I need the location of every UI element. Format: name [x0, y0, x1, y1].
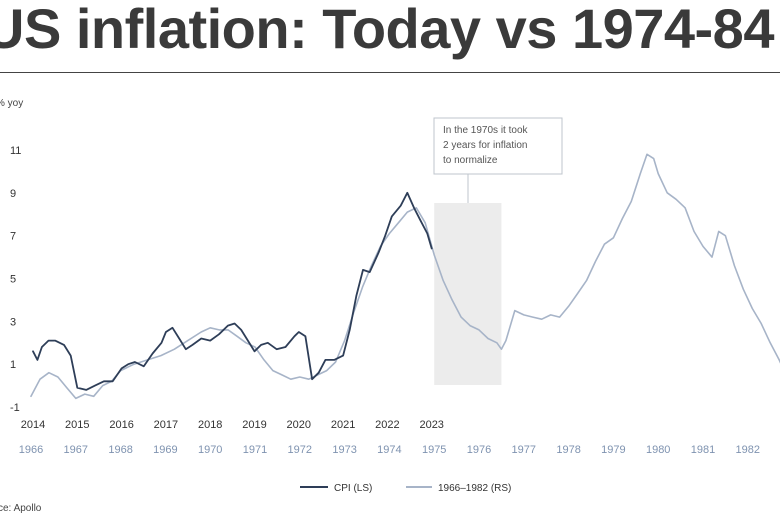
x-tick-label-bottom: 1972: [288, 444, 312, 456]
x-tick-label-bottom: 1971: [243, 444, 267, 456]
legend-label-cpi: CPI (LS): [334, 483, 372, 494]
x-axis-top: 2014 2015 2016 2017 2018 2019 2020 2021 2022 2023: [21, 419, 444, 431]
x-tick-label-top: 2022: [375, 419, 399, 431]
x-tick-label-bottom: 1970: [198, 444, 222, 456]
x-tick-label-bottom: 1978: [556, 444, 580, 456]
x-tick-label-top: 2018: [198, 419, 222, 431]
legend-label-rs: 1966–1982 (RS): [438, 483, 511, 494]
annotation-line-1: In the 1970s it took: [443, 125, 529, 136]
annotation-line-2: 2 years for inflation: [443, 140, 528, 151]
x-tick-label-top: 2019: [242, 419, 266, 431]
x-tick-label-top: 2015: [65, 419, 89, 431]
y-tick-label: -1: [10, 402, 20, 414]
chart-title: US inflation: Today vs 1974-84: [0, 0, 774, 60]
source-note: ce: Apollo: [0, 503, 42, 514]
y-tick-label: 1: [10, 359, 16, 371]
normalization-shade: [434, 203, 502, 385]
y-tick-label: 5: [10, 274, 16, 286]
x-tick-label-bottom: 1966: [19, 444, 43, 456]
y-tick-label: 3: [10, 316, 16, 328]
x-tick-label-top: 2020: [287, 419, 311, 431]
x-tick-label-top: 2023: [419, 419, 443, 431]
y-tick-label: 11: [10, 145, 21, 157]
x-tick-label-top: 2021: [331, 419, 355, 431]
series-line-1966-1982: [30, 153, 780, 400]
annotation-box: [433, 117, 563, 175]
y-tick-label: 9: [10, 188, 16, 200]
x-tick-label-bottom: 1973: [332, 444, 356, 456]
x-tick-label-bottom: 1980: [646, 444, 670, 456]
x-tick-label-bottom: 1981: [691, 444, 715, 456]
shade-layer: [434, 203, 502, 385]
annotation-line-3: to normalize: [443, 155, 498, 166]
x-tick-label-bottom: 1974: [377, 444, 401, 456]
x-tick-label-bottom: 1976: [467, 444, 491, 456]
series-layer: [30, 153, 780, 400]
y-axis: 11 9 7 5 3 1 -1: [10, 145, 21, 414]
x-tick-label-bottom: 1977: [512, 444, 536, 456]
x-tick-label-top: 2014: [21, 419, 45, 431]
title-underline: [0, 72, 780, 73]
x-axis-bottom: 1966 1967 1968 1969 1970 1971 1972 1973 1974 1975…: [19, 444, 760, 456]
annotation: In the 1970s it took 2 years for inflati…: [433, 117, 563, 203]
x-tick-label-bottom: 1969: [153, 444, 177, 456]
x-tick-label-bottom: 1982: [736, 444, 760, 456]
y-axis-unit: % yoy: [0, 98, 23, 109]
x-tick-label-top: 2017: [154, 419, 178, 431]
series-line-cpi: [32, 191, 433, 391]
y-tick-label: 7: [10, 231, 16, 243]
legend: CPI (LS) 1966–1982 (RS): [300, 483, 511, 494]
x-tick-label-top: 2016: [109, 419, 133, 431]
x-tick-label-bottom: 1979: [601, 444, 625, 456]
x-tick-label-bottom: 1975: [422, 444, 446, 456]
x-tick-label-bottom: 1967: [64, 444, 88, 456]
x-tick-label-bottom: 1968: [108, 444, 132, 456]
